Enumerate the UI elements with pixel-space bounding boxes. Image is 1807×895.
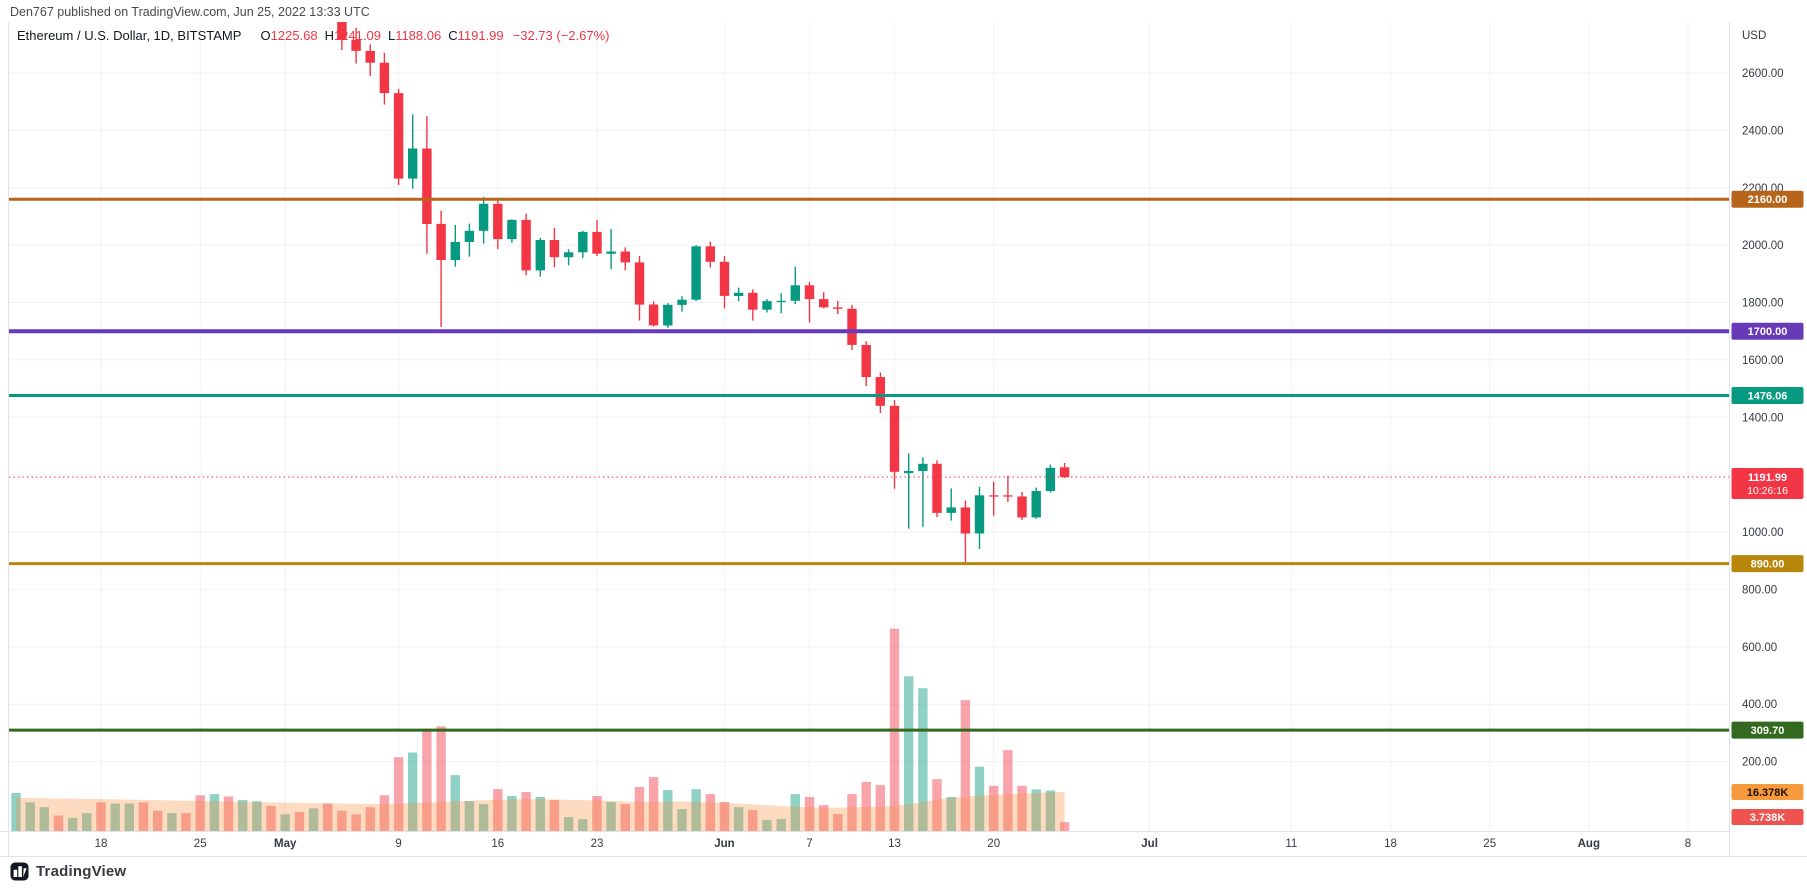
price-axis[interactable]: USD2600.002400.002200.002000.001800.0016… (1730, 22, 1807, 856)
bar-countdown: 10:26:16 (1747, 485, 1788, 497)
svg-text:25: 25 (194, 838, 207, 850)
svg-text:16: 16 (491, 838, 504, 850)
svg-text:1000.00: 1000.00 (1742, 527, 1784, 539)
svg-text:2600.00: 2600.00 (1742, 68, 1784, 80)
svg-text:600.00: 600.00 (1742, 642, 1777, 654)
svg-text:2400.00: 2400.00 (1742, 125, 1784, 137)
tradingview-logo-text: TradingView (36, 863, 126, 880)
ohlc-low-value: 1188.06 (395, 28, 441, 43)
volume-axis-label: 16.378K (1732, 784, 1804, 800)
published-header: Den767 published on TradingView.com, Jun… (10, 5, 370, 19)
change-value: −32.73 (−2.67%) (513, 28, 610, 43)
svg-text:890.00: 890.00 (1751, 559, 1785, 571)
level-axis-label-2160.00: 2160.00 (1732, 191, 1804, 208)
level-axis-label-1476.06: 1476.06 (1732, 387, 1804, 404)
level-axis-label-890.00: 890.00 (1732, 555, 1804, 572)
ohlc-high-value: 1241.09 (334, 28, 381, 43)
svg-text:1191.99: 1191.99 (1748, 472, 1787, 484)
svg-text:Jun: Jun (714, 838, 734, 850)
ohlc-close-value: 1191.99 (458, 28, 504, 43)
svg-text:1600.00: 1600.00 (1742, 355, 1784, 367)
svg-text:18: 18 (1384, 838, 1397, 850)
svg-text:11: 11 (1285, 838, 1297, 850)
tradingview-logo[interactable]: TradingView (10, 862, 126, 881)
ohlc-open-value: 1225.68 (271, 28, 318, 43)
svg-text:8: 8 (1685, 838, 1691, 850)
svg-text:3.738K: 3.738K (1750, 812, 1786, 824)
symbol-legend[interactable]: Ethereum / U.S. Dollar, 1D, BITSTAMP O122… (17, 28, 610, 43)
svg-text:25: 25 (1483, 838, 1496, 850)
price-axis-currency: USD (1742, 30, 1766, 42)
svg-text:7: 7 (806, 838, 812, 850)
svg-text:309.70: 309.70 (1751, 725, 1785, 737)
ohlc-close-label: C (448, 28, 457, 43)
svg-text:20: 20 (987, 838, 1000, 850)
svg-text:9: 9 (395, 838, 401, 850)
level-axis-label-1700.00: 1700.00 (1732, 323, 1804, 340)
svg-text:18: 18 (95, 838, 108, 850)
svg-text:16.378K: 16.378K (1747, 787, 1789, 799)
svg-text:400.00: 400.00 (1742, 699, 1777, 711)
ohlc-open-label: O (260, 28, 270, 43)
svg-text:2160.00: 2160.00 (1748, 194, 1788, 206)
symbol-title[interactable]: Ethereum / U.S. Dollar, 1D, BITSTAMP (17, 28, 241, 43)
ohlc-high-label: H (325, 28, 334, 43)
svg-text:Aug: Aug (1578, 838, 1600, 850)
volume-axis-label: 3.738K (1732, 809, 1804, 825)
svg-text:2000.00: 2000.00 (1742, 240, 1784, 252)
svg-text:23: 23 (591, 838, 604, 850)
level-axis-label-309.70: 309.70 (1732, 722, 1804, 739)
svg-text:May: May (274, 838, 297, 850)
svg-text:800.00: 800.00 (1742, 584, 1777, 596)
svg-text:1476.06: 1476.06 (1748, 391, 1788, 403)
svg-text:Jul: Jul (1141, 838, 1158, 850)
svg-text:13: 13 (888, 838, 901, 850)
svg-text:1400.00: 1400.00 (1742, 412, 1784, 424)
tradingview-mark-icon (10, 862, 29, 881)
svg-text:1800.00: 1800.00 (1742, 298, 1784, 310)
svg-text:200.00: 200.00 (1742, 757, 1777, 769)
svg-text:1700.00: 1700.00 (1748, 326, 1788, 338)
